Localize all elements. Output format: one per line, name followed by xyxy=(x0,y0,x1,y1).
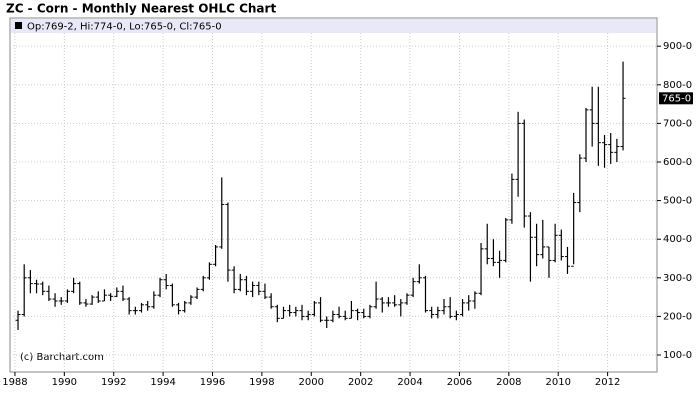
y-tick-label: 200-0 xyxy=(663,311,692,322)
y-tick-label: 800-0 xyxy=(663,80,692,91)
x-tick-label: 1994 xyxy=(150,377,175,388)
y-tick-label: 400-0 xyxy=(663,234,692,245)
chart-title: ZC - Corn - Monthly Nearest OHLC Chart xyxy=(6,2,276,16)
x-tick-label: 2006 xyxy=(447,377,472,388)
x-tick-label: 2010 xyxy=(545,377,570,388)
y-tick-label: 900-0 xyxy=(663,41,692,52)
y-tick-label: 300-0 xyxy=(663,273,692,284)
x-tick-label: 1988 xyxy=(2,377,27,388)
x-tick-label: 2002 xyxy=(348,377,373,388)
x-tick-label: 2008 xyxy=(496,377,521,388)
x-tick-label: 2000 xyxy=(299,377,324,388)
x-tick-label: 2004 xyxy=(397,377,422,388)
legend-icon xyxy=(15,22,22,29)
legend-band xyxy=(11,19,656,33)
last-price-box xyxy=(659,92,693,105)
x-tick-label: 1996 xyxy=(200,377,225,388)
x-tick-label: 2012 xyxy=(595,377,620,388)
x-tick-label: 1992 xyxy=(101,377,126,388)
y-tick-label: 600-0 xyxy=(663,157,692,168)
y-tick-label: 100-0 xyxy=(663,350,692,361)
x-tick-label: 1998 xyxy=(249,377,274,388)
plot-area xyxy=(9,17,658,373)
last-price-label: 765-0 xyxy=(662,93,691,104)
watermark: (c) Barchart.com xyxy=(20,352,104,363)
y-tick-label: 500-0 xyxy=(663,196,692,207)
legend-text: Op:769-2, Hi:774-0, Lo:765-0, Cl:765-0 xyxy=(27,22,222,33)
x-tick-label: 1990 xyxy=(52,377,77,388)
y-tick-label: 700-0 xyxy=(663,118,692,129)
